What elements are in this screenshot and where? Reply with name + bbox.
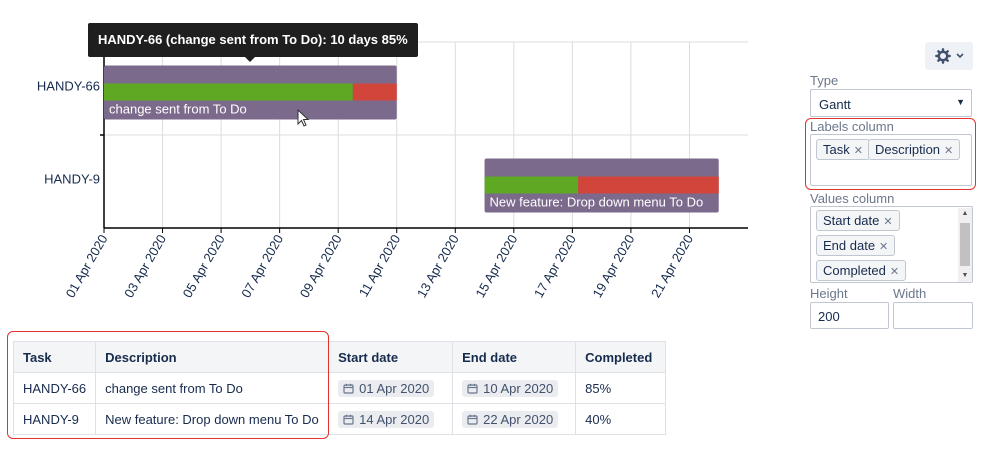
x-tick-label: 01 Apr 2020 <box>63 232 111 300</box>
x-tick-label: 17 Apr 2020 <box>531 232 579 300</box>
data-table: Task Description Start date End date Com… <box>12 341 667 435</box>
date-lozenge: 14 Apr 2020 <box>338 410 435 428</box>
remove-icon[interactable]: ✕ <box>944 145 954 157</box>
calendar-icon <box>343 414 354 425</box>
cell-task: HANDY-9 <box>12 403 97 435</box>
calendar-icon <box>467 383 478 394</box>
values-chip-start-date[interactable]: Start date ✕ <box>816 210 900 231</box>
progress-remaining <box>352 83 397 101</box>
width-label: Width <box>893 286 927 301</box>
x-tick-label: 19 Apr 2020 <box>589 232 637 300</box>
date-text: 01 Apr 2020 <box>359 380 430 396</box>
header-start-date: Start date <box>328 341 454 373</box>
type-label: Type <box>810 73 839 88</box>
header-completed: Completed <box>575 341 667 373</box>
labels-column-input[interactable]: Task ✕ Description ✕ <box>810 134 972 186</box>
caret-down-icon: ▼ <box>956 97 965 107</box>
chip-label: Completed <box>823 263 886 278</box>
values-chip-completed[interactable]: Completed ✕ <box>816 260 907 281</box>
values-column-scrollbar[interactable]: ▲ ▼ <box>958 208 972 282</box>
y-category-label: HANDY-66 <box>37 79 100 94</box>
chip-label: End date <box>823 238 876 253</box>
height-label: Height <box>810 286 848 301</box>
x-tick-label: 21 Apr 2020 <box>648 232 696 300</box>
progress-completed <box>104 83 353 101</box>
cell-completed: 40% <box>575 403 667 435</box>
x-tick-label: 11 Apr 2020 <box>356 232 404 299</box>
values-chip-end-date[interactable]: End date ✕ <box>816 235 896 256</box>
x-tick-label: 15 Apr 2020 <box>472 232 520 300</box>
table-header-row: Task Description Start date End date Com… <box>12 341 667 373</box>
gear-icon <box>934 48 951 64</box>
chart-settings-button[interactable] <box>925 42 973 70</box>
cell-description: change sent from To Do <box>95 372 330 404</box>
date-text: 22 Apr 2020 <box>483 411 554 427</box>
table-row: HANDY-9 New feature: Drop down menu To D… <box>12 403 667 435</box>
cursor-icon <box>297 108 310 127</box>
y-category-label: HANDY-9 <box>44 172 100 187</box>
values-column-label: Values column <box>810 191 895 206</box>
cell-description: New feature: Drop down menu To Do <box>95 403 330 435</box>
chip-label: Task <box>823 142 850 157</box>
header-description: Description <box>95 341 330 373</box>
table-highlight <box>7 331 329 439</box>
cell-end-date: 10 Apr 2020 <box>452 372 577 404</box>
labels-chip-description[interactable]: Description ✕ <box>868 139 961 160</box>
remove-icon[interactable]: ✕ <box>853 145 863 157</box>
chip-label: Description <box>875 142 941 157</box>
date-lozenge: 01 Apr 2020 <box>338 379 435 397</box>
bar-label: change sent from To Do <box>109 102 247 117</box>
calendar-icon <box>343 383 354 394</box>
gantt-chart: 01 Apr 2020 03 Apr 2020 05 Apr 2020 07 Apr … <box>37 41 748 300</box>
progress-completed <box>484 176 579 194</box>
cell-end-date: 22 Apr 2020 <box>452 403 577 435</box>
x-tick-label: 07 Apr 2020 <box>238 232 286 300</box>
date-text: 14 Apr 2020 <box>359 411 430 427</box>
scrollbar-thumb[interactable] <box>960 223 970 266</box>
scroll-down-icon[interactable]: ▼ <box>961 272 969 279</box>
bar-label: New feature: Drop down menu To Do <box>490 195 704 210</box>
x-tick-label: 09 Apr 2020 <box>297 232 345 300</box>
x-tick-label: 03 Apr 2020 <box>121 232 169 300</box>
date-lozenge: 22 Apr 2020 <box>462 410 559 428</box>
cell-completed: 85% <box>575 372 667 404</box>
date-text: 10 Apr 2020 <box>483 380 554 396</box>
header-end-date: End date <box>452 341 577 373</box>
table-row: HANDY-66 change sent from To Do 01 Apr 2… <box>12 372 667 404</box>
labels-column-label: Labels column <box>810 119 894 134</box>
x-tick-label: 05 Apr 2020 <box>180 232 228 300</box>
labels-column-highlight <box>805 118 976 190</box>
scroll-up-icon[interactable]: ▲ <box>961 210 969 217</box>
labels-chip-task[interactable]: Task ✕ <box>816 139 870 160</box>
calendar-icon <box>467 414 478 425</box>
progress-remaining <box>578 176 719 194</box>
tooltip-arrow <box>245 57 255 62</box>
cell-start-date: 14 Apr 2020 <box>328 403 454 435</box>
width-input[interactable] <box>893 302 973 329</box>
values-column-input[interactable]: Start date ✕ End date ✕ Completed ✕ <box>810 206 973 283</box>
x-tick-label: 13 Apr 2020 <box>414 232 462 300</box>
type-select[interactable]: Gantt ▼ <box>810 89 972 117</box>
chevron-down-icon <box>955 53 964 59</box>
date-lozenge: 10 Apr 2020 <box>462 379 559 397</box>
header-task: Task <box>12 341 97 373</box>
height-input[interactable]: 200 <box>810 302 889 329</box>
chip-label: Start date <box>823 213 880 228</box>
chart-tooltip: HANDY-66 (change sent from To Do): 10 da… <box>88 23 418 57</box>
cell-task: HANDY-66 <box>12 372 97 404</box>
cell-start-date: 01 Apr 2020 <box>328 372 454 404</box>
remove-icon[interactable]: ✕ <box>889 266 900 278</box>
remove-icon[interactable]: ✕ <box>879 241 889 253</box>
remove-icon[interactable]: ✕ <box>883 216 893 228</box>
type-select-value: Gantt <box>819 97 851 112</box>
